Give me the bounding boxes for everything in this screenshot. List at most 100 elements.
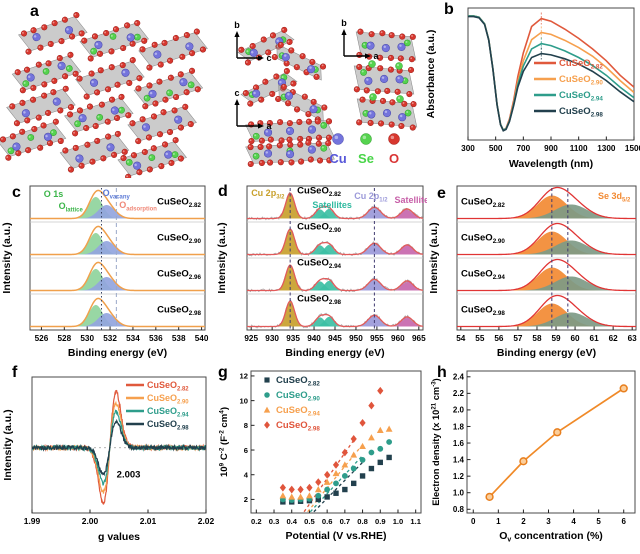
atom-highlight: [125, 23, 127, 26]
atom-highlight: [73, 72, 76, 75]
o-atom: [37, 44, 44, 51]
o-atom: [257, 143, 264, 150]
axis-letter-vertical: b: [341, 18, 347, 28]
y-axis-label: Intensity (a.u.): [216, 222, 228, 293]
o-atom: [23, 66, 31, 73]
se-atom: [320, 144, 328, 152]
atom-highlight: [167, 91, 170, 94]
panel-b-absorbance-chart: b 300 500 700 900 1100 1300 1500 Wavelength (nm…: [420, 0, 640, 178]
o-atom: [313, 73, 320, 80]
crystal-slab: [353, 63, 415, 98]
o-atom: [41, 81, 48, 88]
atom-highlight: [127, 81, 130, 84]
atom-highlight: [253, 91, 256, 95]
o-atom: [61, 16, 68, 23]
o-atom: [124, 22, 131, 29]
atom-highlight: [109, 65, 112, 68]
marker-square: [342, 486, 348, 493]
x-tick-label: 56: [494, 334, 504, 343]
o-atom: [177, 155, 184, 162]
panel-a-crystal-structure: a b c c a b a Cu Se O: [0, 0, 420, 178]
x-tick-label: 5: [596, 517, 601, 526]
cu-atom: [12, 142, 21, 151]
atom-highlight: [109, 49, 112, 52]
atom-highlight: [273, 55, 276, 57]
atom-highlight: [106, 135, 108, 137]
atom-highlight: [297, 120, 300, 123]
cu-atom: [332, 133, 344, 145]
panel-letter-h: h: [437, 364, 447, 381]
x-tick-label: 0.3: [269, 517, 280, 526]
cu-atom: [75, 154, 84, 163]
x-axis-label: g values: [98, 531, 140, 543]
o-atom: [384, 87, 391, 94]
atom-highlight: [289, 160, 292, 163]
o-atom: [58, 38, 65, 45]
atom-highlight: [137, 170, 140, 173]
atom-highlight: [130, 42, 133, 45]
fit-envelope: [30, 261, 205, 292]
atom-legend: Cu Se O: [329, 133, 400, 166]
atom-highlight: [194, 30, 197, 32]
x-tick-label: 534: [126, 334, 140, 343]
atom-highlight: [249, 93, 252, 96]
o-atom: [145, 134, 153, 141]
cu-atom: [148, 89, 157, 98]
atom-highlight: [119, 108, 122, 111]
cu-atom: [307, 145, 316, 154]
atom-highlight: [142, 150, 145, 153]
x-tick-label: 2.02: [198, 516, 215, 526]
o-atom: [156, 78, 163, 85]
atom-highlight: [282, 84, 285, 87]
o-atom: [150, 113, 158, 120]
x-tick-label: 0.8: [357, 517, 368, 526]
atom-highlight: [186, 44, 190, 47]
atom-highlight: [168, 76, 171, 79]
cu-atom: [284, 91, 293, 100]
atom-highlight: [396, 63, 400, 67]
o-atom: [162, 141, 169, 148]
atom-highlight: [63, 149, 66, 151]
o-atom: [89, 158, 96, 165]
y-tick-label: 8: [244, 421, 248, 430]
o-atom: [30, 84, 37, 91]
atom-highlight: [309, 157, 311, 160]
o-atom: [167, 57, 174, 64]
atom-highlight: [287, 151, 291, 155]
fit-envelope: [457, 186, 637, 220]
o-atom: [104, 86, 112, 93]
atom-highlight: [397, 76, 400, 80]
atom-highlight: [168, 130, 170, 133]
panel-c-o1s-xps-chart: c 526 528 530 532 534 536 538 540 Binding energy…: [0, 178, 215, 363]
atom-highlight: [250, 51, 254, 54]
atom-highlight: [287, 138, 290, 140]
atom-highlight: [201, 48, 203, 50]
y-tick-label: 1.6: [453, 439, 465, 448]
o-atom: [172, 137, 179, 144]
crystal-slab: [75, 57, 145, 100]
atom-highlight: [33, 35, 37, 38]
marker-diamond: [332, 460, 340, 469]
atom-highlight: [115, 116, 117, 119]
o-atom: [134, 19, 141, 27]
cu-atom: [397, 42, 406, 51]
o-atom: [409, 33, 416, 40]
annotation: Oadsorption: [119, 200, 157, 213]
o-atom: [35, 114, 42, 121]
y-axis-label: Intensity (a.u.): [1, 222, 13, 293]
atom-highlight: [307, 112, 309, 114]
o-atom: [62, 147, 69, 154]
sample-label: CuSeO2.96: [157, 269, 201, 282]
o-atom: [57, 137, 64, 145]
y-tick-label: 10: [240, 396, 248, 405]
xps-component-1: [30, 205, 205, 219]
o-atom: [247, 160, 254, 168]
atom-highlight: [158, 63, 161, 65]
y-tick-label: 1.2: [453, 472, 465, 481]
o-atom: [188, 67, 196, 74]
atom-highlight: [381, 76, 385, 79]
atom-highlight: [279, 160, 281, 163]
x-tick-label: 1: [496, 517, 501, 526]
atom-highlight: [165, 152, 169, 156]
atom-highlight: [93, 124, 96, 127]
